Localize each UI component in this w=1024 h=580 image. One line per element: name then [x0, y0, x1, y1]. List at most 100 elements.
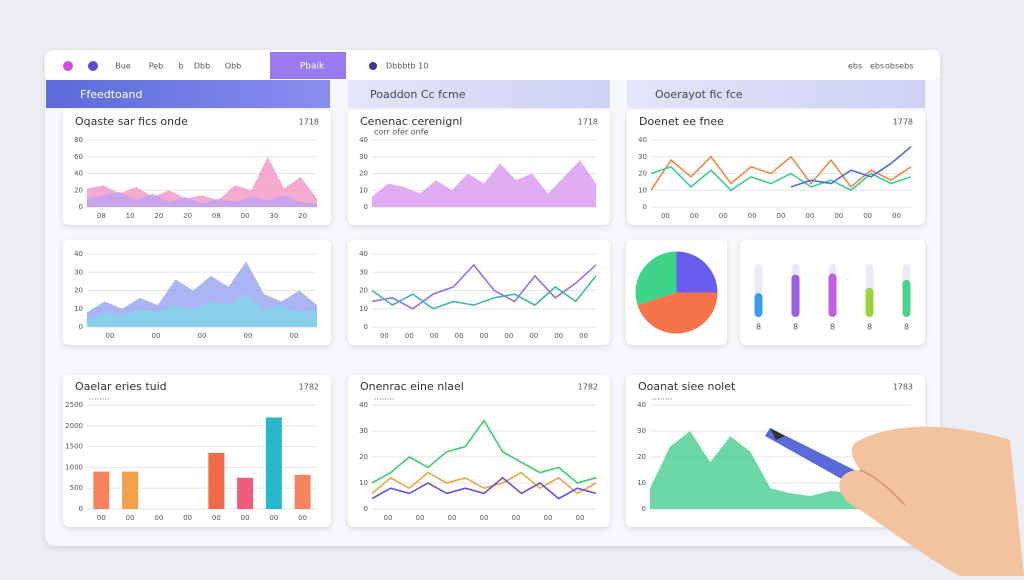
- x-tick-label: 00: [554, 332, 563, 340]
- dot: [369, 62, 377, 70]
- top-right: ebs: [870, 62, 884, 71]
- x-tick-label: 00: [290, 332, 299, 340]
- line: [371, 275, 597, 310]
- card-subtitle: ........: [89, 393, 109, 402]
- x-tick-label: 00: [480, 332, 489, 340]
- y-tick-label: 10: [638, 186, 647, 194]
- card-title: Oaelar eries tuid: [75, 380, 167, 393]
- card: [348, 240, 610, 345]
- bar: [791, 274, 800, 317]
- y-tick-label: 0: [642, 505, 646, 513]
- y-tick-label: 0: [364, 505, 368, 513]
- header-bar: [627, 80, 925, 108]
- x-tick-label: 00: [748, 212, 757, 220]
- topbar: [45, 50, 940, 80]
- x-tick-label: 00: [97, 514, 106, 522]
- dot: [63, 61, 73, 71]
- bar: [902, 279, 911, 317]
- card: [348, 375, 610, 527]
- y-tick-label: 2000: [65, 422, 83, 430]
- x-tick-label: 00: [298, 514, 307, 522]
- bar: [265, 417, 282, 509]
- y-tick-label: 20: [359, 287, 368, 295]
- card-title: Ooanat siee nolet: [638, 380, 736, 393]
- top-title: Dbbbtb 10: [386, 62, 428, 71]
- x-tick-label: 30: [269, 212, 278, 220]
- card-subtitle: ........: [652, 393, 672, 402]
- x-tick-label: 00: [106, 332, 115, 340]
- x-tick-label: 00: [805, 212, 814, 220]
- bar-label: 8: [904, 323, 909, 332]
- nav-item: b: [178, 62, 183, 71]
- y-tick-label: 20: [359, 453, 368, 461]
- nav-item: Obb: [225, 62, 241, 71]
- header-title: Ffeedtoand: [80, 88, 142, 101]
- x-tick-label: 20: [298, 212, 307, 220]
- bar: [294, 474, 311, 509]
- y-tick-label: 10: [359, 186, 368, 194]
- card-tag: 1718: [578, 118, 598, 127]
- button-label: Pbaik: [300, 62, 325, 72]
- y-tick-label: 40: [638, 136, 647, 144]
- bar: [754, 293, 763, 317]
- area: [650, 431, 911, 509]
- card-title: Onenrac eine nlael: [360, 380, 464, 393]
- x-tick-label: 00: [430, 332, 439, 340]
- y-tick-label: 0: [79, 505, 83, 513]
- line: [790, 146, 912, 188]
- pencil-tip: [770, 428, 785, 440]
- pie-slice: [637, 292, 718, 334]
- y-tick-label: 10: [359, 479, 368, 487]
- card-title: Oqaste sar fics onde: [75, 115, 188, 128]
- y-tick-label: 30: [359, 268, 368, 276]
- x-tick-label: 00: [777, 212, 786, 220]
- dot: [88, 61, 98, 71]
- bar-label: 8: [830, 323, 835, 332]
- pie-slice: [676, 251, 718, 293]
- x-tick-label: 00: [416, 514, 425, 522]
- y-tick-label: 20: [637, 453, 646, 461]
- y-tick-label: 60: [74, 153, 83, 161]
- y-tick-label: 80: [74, 136, 83, 144]
- y-tick-label: 0: [79, 203, 83, 211]
- bar: [828, 273, 837, 317]
- card-tag: 1718: [299, 118, 319, 127]
- x-tick-label: 00: [241, 212, 250, 220]
- bar: [237, 477, 254, 509]
- header-title: Ooerayot fic fce: [655, 88, 743, 101]
- y-tick-label: 40: [359, 250, 368, 258]
- y-tick-label: 40: [359, 401, 368, 409]
- x-tick-label: 00: [892, 212, 901, 220]
- area: [87, 156, 317, 207]
- line: [371, 471, 597, 495]
- x-tick-label: 00: [448, 514, 457, 522]
- y-tick-label: 40: [74, 250, 83, 258]
- bar: [122, 471, 139, 509]
- y-tick-label: 20: [74, 186, 83, 194]
- top-button[interactable]: [270, 52, 346, 79]
- x-tick-label: 00: [126, 514, 135, 522]
- line: [371, 419, 597, 484]
- bar-label: 8: [756, 323, 761, 332]
- nav-item: Dbb: [194, 62, 210, 71]
- top-right: obsebs: [885, 62, 913, 71]
- bar: [93, 471, 110, 509]
- y-tick-label: 30: [637, 427, 646, 435]
- x-tick-label: 00: [512, 514, 521, 522]
- y-tick-label: 500: [70, 484, 83, 492]
- x-tick-label: 10: [126, 212, 135, 220]
- card-subtitle: corr ofer onfe: [374, 128, 429, 137]
- finger-line: [859, 469, 906, 506]
- y-tick-label: 1000: [65, 463, 83, 471]
- pie-slice: [635, 251, 677, 306]
- hand-skin: [839, 426, 1024, 576]
- y-tick-label: 40: [637, 401, 646, 409]
- y-tick-label: 0: [364, 203, 368, 211]
- y-tick-label: 30: [74, 268, 83, 276]
- card-tag: 1778: [893, 118, 913, 127]
- y-tick-label: 2500: [65, 401, 83, 409]
- bar-label: 8: [867, 323, 872, 332]
- hand: [765, 426, 1024, 576]
- x-tick-label: 00: [455, 332, 464, 340]
